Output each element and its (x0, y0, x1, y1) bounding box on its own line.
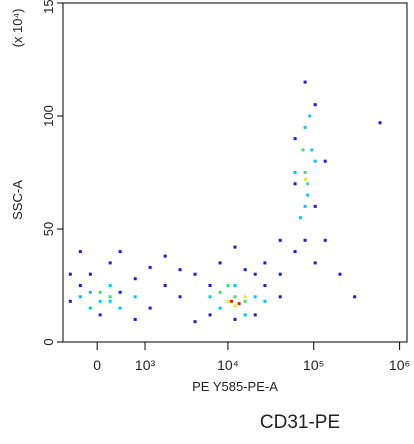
chart-title: CD31-PE (260, 412, 340, 433)
point (118, 290, 122, 294)
point (133, 277, 137, 281)
point (163, 284, 167, 287)
point (243, 313, 247, 317)
point (293, 137, 297, 141)
point (323, 159, 327, 163)
y-tick-label: 100 (41, 105, 56, 127)
point (253, 313, 257, 317)
point (133, 317, 137, 321)
point (98, 313, 102, 317)
point (310, 148, 314, 152)
point (108, 295, 112, 299)
y-tick-label: 150 (41, 0, 56, 14)
x-axis-label: PE Y585-PE-A (192, 379, 278, 394)
point (301, 148, 305, 152)
point (278, 272, 282, 276)
point (303, 125, 307, 129)
point (108, 299, 112, 303)
point (298, 216, 302, 220)
point (178, 268, 182, 272)
x-tick-label: 10⁶ (389, 357, 410, 373)
x-tick-label: 0 (93, 357, 101, 373)
y-tick-label: 0 (41, 338, 56, 345)
point (118, 306, 122, 310)
point (88, 306, 92, 310)
point (218, 261, 222, 265)
point (293, 182, 297, 186)
point (308, 114, 312, 118)
point (293, 171, 297, 174)
point (237, 302, 241, 306)
point (233, 295, 237, 299)
point (98, 299, 102, 303)
point (108, 284, 112, 287)
y-unit-label: (x 10⁴) (10, 9, 25, 48)
point (306, 182, 310, 186)
point (243, 295, 247, 299)
y-tick-label: 50 (41, 222, 56, 236)
point (178, 295, 182, 299)
point (78, 295, 82, 299)
point (193, 272, 197, 276)
point (233, 284, 237, 287)
point (108, 261, 112, 265)
point (278, 238, 282, 242)
point (148, 306, 152, 310)
point (98, 290, 102, 294)
point (313, 103, 317, 107)
point (233, 317, 237, 321)
point (338, 272, 342, 276)
point (78, 284, 82, 287)
point (243, 268, 247, 272)
point (218, 306, 222, 310)
point (303, 80, 307, 84)
plot-frame (62, 2, 408, 343)
point (313, 261, 317, 265)
point (163, 254, 167, 258)
point (218, 290, 222, 294)
point (306, 193, 310, 197)
point (208, 284, 212, 287)
point (78, 250, 82, 254)
point (263, 299, 267, 303)
point (353, 295, 357, 299)
point (68, 299, 72, 303)
point (293, 250, 297, 254)
point (88, 272, 92, 276)
point (313, 159, 317, 163)
x-tick-label: 10³ (135, 357, 156, 373)
point (118, 250, 122, 254)
point (226, 284, 230, 287)
point (208, 295, 212, 299)
point (193, 320, 197, 324)
point (378, 121, 382, 125)
x-tick-label: 10⁴ (217, 357, 239, 373)
y-axis-label: SSC-A (10, 180, 25, 220)
point (303, 177, 307, 181)
point (133, 295, 137, 299)
point (243, 299, 247, 303)
point (208, 313, 212, 317)
point (323, 238, 327, 242)
x-tick-label: 10⁵ (303, 357, 324, 373)
point (233, 245, 237, 249)
point (226, 299, 230, 303)
point (229, 299, 233, 303)
point (303, 204, 307, 208)
point (303, 171, 307, 174)
point (278, 295, 282, 299)
point (313, 204, 317, 208)
point (303, 238, 307, 242)
point (233, 304, 237, 308)
point (253, 272, 257, 276)
point (263, 261, 267, 265)
point (253, 295, 257, 299)
point (263, 284, 267, 287)
point (148, 265, 152, 269)
point (88, 290, 92, 294)
point (68, 272, 72, 276)
